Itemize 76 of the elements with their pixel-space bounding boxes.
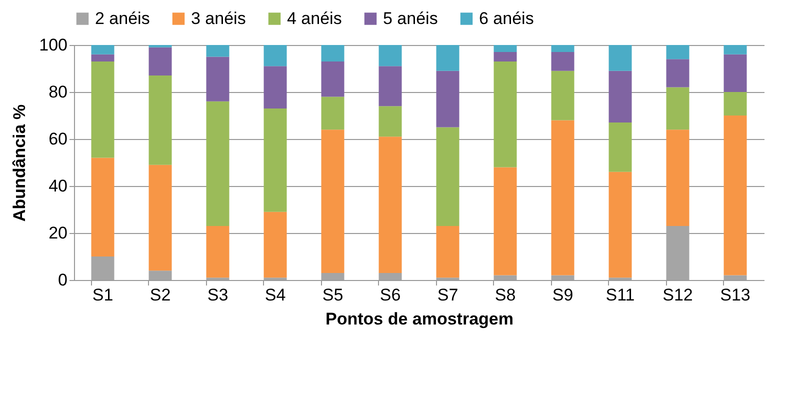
bar — [148, 270, 172, 280]
x-tick-label: S6 — [380, 286, 401, 304]
legend-label: 2 anéis — [95, 8, 150, 28]
x-tick-label: S12 — [662, 286, 693, 304]
bar — [608, 122, 632, 172]
y-tick-label: 0 — [58, 270, 68, 290]
bar — [321, 61, 344, 97]
bar — [91, 61, 114, 158]
x-axis-title: Pontos de amostragem — [326, 310, 514, 328]
x-tick-label: S3 — [207, 286, 228, 304]
bar — [436, 127, 460, 226]
bar — [724, 45, 747, 54]
bar — [608, 45, 632, 71]
bar — [148, 47, 172, 76]
bar — [724, 54, 747, 92]
y-tick-label: 80 — [48, 82, 68, 102]
y-tick-label: 40 — [48, 176, 68, 196]
bar — [264, 108, 287, 212]
bar — [206, 45, 230, 57]
bar — [494, 275, 517, 280]
bar — [551, 45, 574, 52]
x-tick-label: S9 — [552, 286, 574, 304]
bar — [148, 164, 172, 271]
bar — [91, 54, 114, 62]
bar — [724, 92, 747, 116]
bar — [551, 70, 574, 120]
x-tick-label: S13 — [720, 286, 750, 304]
x-tick-label: S4 — [264, 286, 286, 304]
bar — [436, 70, 460, 128]
bar — [551, 120, 574, 276]
bar — [551, 52, 574, 71]
y-tick-label: 60 — [48, 130, 68, 148]
bar — [264, 212, 287, 278]
bar — [724, 116, 747, 276]
bar — [148, 76, 172, 165]
bar — [494, 45, 517, 52]
bar — [321, 96, 344, 130]
bar — [206, 56, 230, 102]
bar — [206, 101, 230, 226]
bar — [264, 66, 287, 108]
bar — [321, 45, 344, 62]
bar — [666, 130, 690, 226]
bar — [494, 52, 517, 62]
bar — [436, 45, 460, 71]
bar — [264, 45, 287, 66]
bar — [494, 167, 517, 276]
bar — [608, 172, 632, 278]
bar — [666, 59, 690, 88]
bar — [378, 45, 402, 66]
bar — [378, 272, 402, 280]
bar — [206, 226, 230, 278]
x-tick-label: S5 — [322, 286, 344, 304]
bar — [378, 136, 402, 273]
bar — [724, 275, 747, 280]
x-tick-label: S8 — [494, 286, 516, 304]
legend-label: 6 anéis — [479, 8, 534, 28]
legend-label: 5 anéis — [383, 8, 438, 28]
bar — [666, 87, 690, 130]
x-tick-label: S7 — [437, 286, 458, 304]
bar — [91, 45, 114, 54]
bar — [666, 45, 690, 60]
bar — [378, 106, 402, 137]
bar — [378, 66, 402, 106]
x-tick-label: S2 — [150, 286, 171, 304]
x-tick-label: S11 — [606, 286, 635, 304]
y-axis-title: Abundância % — [10, 104, 30, 222]
bar — [436, 226, 460, 278]
x-tick-label: S1 — [92, 286, 114, 304]
y-tick-label: 100 — [39, 36, 68, 54]
y-tick-label: 20 — [48, 224, 68, 242]
bar — [608, 70, 632, 123]
bar — [91, 158, 114, 256]
legend-label: 4 anéis — [287, 8, 342, 28]
legend-label: 3 anéis — [191, 8, 246, 28]
bar — [494, 61, 517, 168]
bar — [321, 130, 344, 273]
